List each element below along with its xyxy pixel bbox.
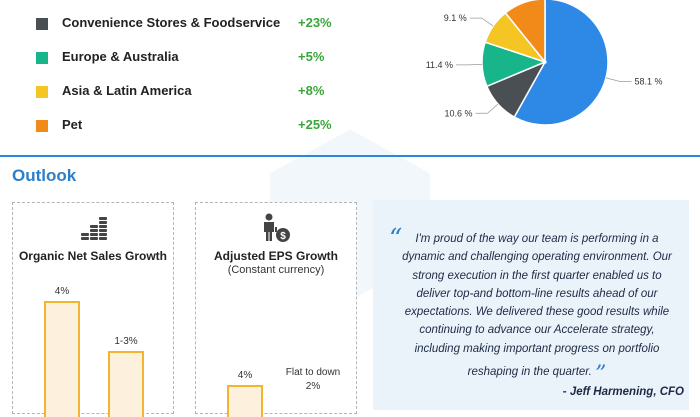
segment-growth: +25% [298, 117, 332, 132]
pie-slice-label: 10.6 % [445, 108, 473, 118]
segment-row: Asia & Latin America +8% [36, 81, 356, 103]
segment-growth: +5% [298, 49, 325, 64]
outlook-title: Outlook [12, 166, 77, 185]
segment-name: Asia & Latin America [62, 83, 192, 98]
pie-slice-label: 58.1 % [635, 76, 663, 86]
segment-color-swatch [36, 52, 48, 64]
organic-sales-panel: Organic Net Sales Growth 4% 1-3% [12, 202, 174, 417]
svg-text:$: $ [280, 231, 286, 242]
pie-slice-label: 11.4 % [426, 60, 453, 70]
quote-body: I'm proud of the way our team is perform… [402, 233, 672, 379]
segment-row: Convenience Stores & Foodservice +23% [36, 13, 356, 35]
segment-name: Europe & Australia [62, 49, 179, 64]
bar [227, 385, 263, 417]
pie-slice-label: 9.1 % [444, 13, 467, 23]
bar-data-label: 4% [237, 370, 253, 381]
segment-row: Pet +25% [36, 115, 356, 137]
bar-data-label: Flat to down 2% [285, 367, 341, 392]
pie-leader-line [469, 17, 494, 27]
segment-pie-chart: 58.1 % 10.6 % 11.4 % 9.1 % [426, 0, 663, 126]
pie-slice [513, 0, 609, 126]
coins-icon [81, 217, 107, 240]
segment-row: Europe & Australia +5% [36, 47, 356, 69]
pie-leader-line [605, 77, 632, 82]
organic-sales-title: Organic Net Sales Growth [18, 249, 168, 263]
bar [108, 351, 144, 417]
bar-data-label: 4% [54, 286, 70, 297]
pie-leader-line [475, 103, 499, 114]
quote-text: I'm proud of the way our team is perform… [401, 230, 673, 386]
segment-color-swatch [36, 120, 48, 132]
section-divider [0, 155, 700, 157]
quote-author: - Jeff Harmening, CFO [562, 386, 684, 398]
person-money-icon: $ [264, 213, 290, 242]
segment-color-swatch [36, 18, 48, 30]
segment-name: Pet [62, 117, 83, 132]
pie-leader-line [456, 64, 483, 66]
ceo-quote-box: “ I'm proud of the way our team is perfo… [373, 200, 689, 410]
segment-color-swatch [36, 86, 48, 98]
segment-growth: +8% [298, 83, 325, 98]
open-quote-mark: “ [389, 224, 403, 254]
segment-growth: +23% [298, 15, 332, 30]
segment-name: Convenience Stores & Foodservice [62, 15, 281, 30]
eps-panel: $ Adjusted EPS Growth (Constant currency… [195, 202, 357, 417]
bar [44, 301, 80, 417]
eps-title: Adjusted EPS Growth [213, 249, 338, 263]
close-quote-mark: ” [595, 362, 607, 388]
pie-slice [504, 0, 546, 65]
bar-data-label: 1-3% [114, 336, 138, 347]
eps-subtitle: (Constant currency) [227, 264, 325, 276]
